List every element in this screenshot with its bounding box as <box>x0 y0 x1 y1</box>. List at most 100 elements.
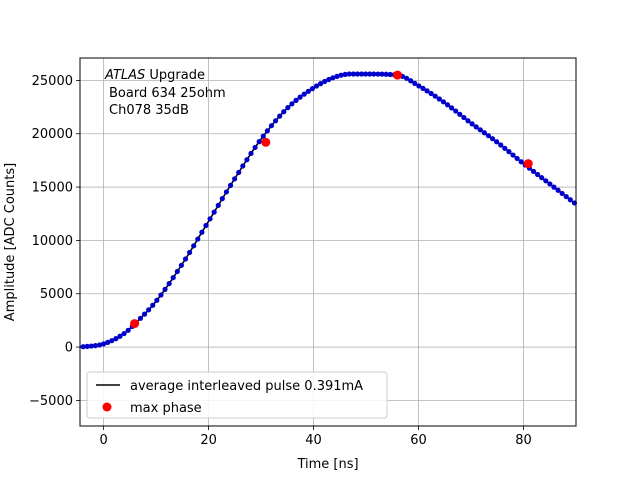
pulse-sample-point <box>219 196 225 202</box>
pulse-sample-point <box>338 72 344 78</box>
pulse-sample-point <box>453 108 459 114</box>
pulse-sample-point <box>494 139 500 145</box>
pulse-sample-point <box>154 297 160 303</box>
pulse-sample-point <box>186 249 193 256</box>
pulse-sample-point <box>141 311 148 317</box>
pulse-sample-point <box>162 286 168 292</box>
y-tick-label: 25000 <box>32 74 73 89</box>
pulse-sample-point <box>559 190 565 197</box>
pulse-sample-point <box>518 159 524 165</box>
pulse-sample-point <box>170 275 176 281</box>
max-phase-point <box>523 159 533 169</box>
pulse-sample-point <box>191 243 197 249</box>
pulse-sample-point <box>199 229 205 235</box>
pulse-sample-point <box>252 144 258 151</box>
pulse-sample-point <box>121 330 127 337</box>
pulse-sample-point <box>539 175 545 181</box>
pulse-sample-point <box>440 99 447 105</box>
legend: average interleaved pulse 0.391mA max ph… <box>86 371 388 419</box>
pulse-sample-point <box>461 114 467 121</box>
y-tick-label: 15000 <box>32 181 73 196</box>
y-ticks: −5000 0 5000 10000 15000 20000 25000 <box>29 74 80 409</box>
pulse-sample-point <box>465 118 471 124</box>
pulse-sample-point <box>506 149 512 155</box>
y-tick-label: 10000 <box>32 234 73 249</box>
pulse-sample-point <box>113 336 119 342</box>
y-tick-label: 0 <box>65 341 73 356</box>
pulse-sample-point <box>367 71 373 77</box>
pulse-sample-point <box>256 139 262 145</box>
pulse-sample-point <box>84 343 90 349</box>
pulse-sample-point <box>547 181 553 187</box>
legend-marker-swatch <box>102 402 112 412</box>
pulse-sample-point <box>166 281 172 287</box>
pulse-sample-point <box>346 71 352 77</box>
pulse-sample-point <box>567 197 573 203</box>
pulse-sample-point <box>469 121 475 127</box>
legend-label-pulse: average interleaved pulse 0.391mA <box>130 379 363 394</box>
pulse-sample-point <box>322 78 328 85</box>
pulse-sample-point <box>268 123 275 129</box>
pulse-sample-point <box>96 342 103 348</box>
pulse-sample-point <box>150 302 156 308</box>
pulse-sample-point <box>195 236 201 242</box>
x-axis-label: Time [ns] <box>296 457 358 472</box>
pulse-sample-point <box>387 71 393 78</box>
pulse-sample-point <box>207 216 213 222</box>
pulse-sample-point <box>477 127 483 133</box>
pulse-sample-point <box>555 187 561 193</box>
pulse-sample-point <box>211 209 217 215</box>
pulse-sample-point <box>481 130 487 136</box>
pulse-sample-point <box>244 157 250 163</box>
pulse-sample-point <box>436 96 442 102</box>
pulse-sample-point <box>137 315 144 321</box>
pulse-sample-point <box>375 71 381 77</box>
x-tick-label: 40 <box>305 433 322 448</box>
pulse-sample-point <box>403 75 410 81</box>
pulse-sample-point <box>342 71 348 77</box>
pulse-sample-point <box>182 256 189 262</box>
pulse-sample-point <box>449 105 455 111</box>
pulse-sample-point <box>80 344 86 350</box>
x-tick-label: 80 <box>515 433 532 448</box>
annotation-line-3: Ch078 35dB <box>109 103 189 118</box>
pulse-sample-point <box>514 155 520 162</box>
pulse-sample-point <box>260 133 266 139</box>
pulse-sample-point <box>293 97 299 103</box>
pulse-sample-point <box>158 292 164 298</box>
pulse-sample-point <box>203 222 209 229</box>
pulse-sample-point <box>363 71 369 77</box>
pulse-sample-point <box>240 163 246 169</box>
pulse-sample-point <box>125 327 131 333</box>
pulse-sample-point <box>428 90 434 97</box>
pulse-sample-point <box>318 81 324 87</box>
pulse-sample-point <box>383 71 389 77</box>
pulse-sample-point <box>146 307 152 313</box>
pulse-sample-point <box>551 184 557 190</box>
pulse-sample-point <box>510 152 516 158</box>
pulse-sample-point <box>309 86 316 92</box>
pulse-sample-point <box>109 338 115 344</box>
legend-box <box>86 371 388 419</box>
plot-frame <box>79 57 577 427</box>
pulse-sample-point <box>408 78 414 84</box>
pulse-sample-point <box>379 71 385 77</box>
pulse-sample-point <box>174 268 180 275</box>
pulse-sample-point <box>412 80 418 87</box>
annotation-upgrade: Upgrade <box>145 68 205 83</box>
pulse-sample-point <box>563 193 569 200</box>
pulse-sample-point <box>236 169 242 176</box>
pulse-sample-point <box>223 189 230 195</box>
pulse-sample-point <box>424 88 430 94</box>
pulse-sample-point <box>227 182 234 188</box>
pulse-sample-point <box>297 94 303 100</box>
pulse-sample-point <box>498 142 504 148</box>
pulse-sample-point <box>334 73 340 79</box>
pulse-sample-point <box>543 178 549 184</box>
max-phase-points <box>130 70 533 329</box>
pulse-sample-point <box>92 343 99 349</box>
pulse-sample-point <box>313 83 320 89</box>
y-tick-label: −5000 <box>29 394 73 409</box>
pulse-sample-point <box>178 262 184 268</box>
